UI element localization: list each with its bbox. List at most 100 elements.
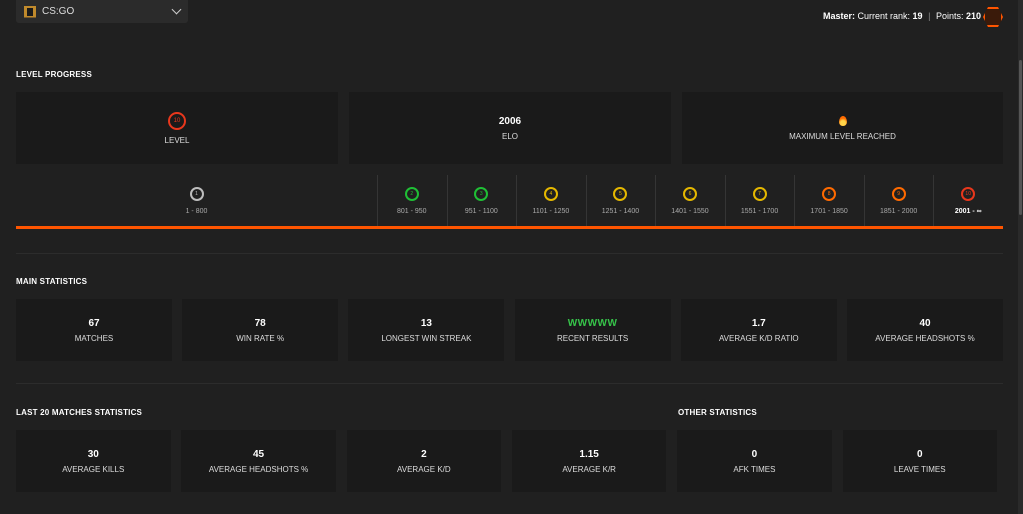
level-range-divider (933, 175, 935, 227)
stat-value: 78 (254, 317, 266, 329)
main-stat-card: 78 WIN RATE % (182, 299, 339, 361)
csgo-logo-icon (24, 5, 36, 18)
level-4-icon: 4 (543, 187, 558, 201)
stat-value: 67 (88, 317, 100, 329)
level-progress-bar (16, 226, 1003, 229)
stat-caption: AVERAGE K/R (562, 464, 616, 474)
last20-stat-card: 45 AVERAGE HEADSHOTS % (181, 430, 336, 492)
level-range-divider (863, 175, 865, 227)
level-card: 10 LEVEL (16, 92, 338, 164)
level-progress-title: LEVEL PROGRESS (16, 70, 93, 79)
level-7-icon: 7 (752, 187, 767, 201)
level-range-2: 2 801 - 950 (377, 175, 447, 227)
stat-value: 0 (916, 448, 923, 460)
level-range-divider (377, 175, 378, 227)
stat-caption: AFK TIMES (733, 464, 776, 474)
level-3-icon: 3 (474, 187, 489, 201)
stat-caption: WIN RATE % (236, 333, 285, 343)
level-range-divider (724, 175, 726, 227)
last20-stat-card: 30 AVERAGE KILLS (16, 430, 171, 492)
level-range-label: 1851 - 2000 (879, 208, 918, 215)
level-range-5: 5 1251 - 1400 (585, 175, 656, 227)
stat-value: 1.15 (579, 448, 599, 460)
other-stat-card: 0 AFK TIMES (677, 430, 832, 492)
stat-caption: AVERAGE HEADSHOTS % (208, 464, 309, 474)
elo-value: 2006 (498, 115, 522, 127)
main-stat-card: WWWWW RECENT RESULTS (514, 299, 671, 361)
divider (16, 383, 1003, 384)
level-range-label: 2001 - ∞ (954, 208, 982, 215)
scrollbar[interactable] (1018, 0, 1023, 514)
level-ranges: 1 1 - 800 2 801 - 950 3 951 - 1100 4 1101 - 125… (16, 175, 1003, 227)
level-range-divider (446, 175, 448, 227)
rank-info: Master: Current rank: 19 | Points: 210 (823, 11, 981, 21)
chevron-down-icon (171, 4, 182, 15)
main-stat-card: 13 LONGEST WIN STREAK (348, 299, 505, 361)
elo-caption: ELO (501, 131, 518, 141)
stat-value: 40 (919, 317, 931, 329)
level-2-icon: 2 (404, 187, 419, 201)
level-caption: LEVEL (164, 135, 190, 145)
stat-caption: LEAVE TIMES (893, 464, 946, 474)
rank-badge-icon (983, 7, 1003, 27)
points-text: Points: (935, 11, 964, 21)
stat-caption: LONGEST WIN STREAK (381, 333, 472, 343)
rank-text: Current rank: (857, 11, 911, 21)
level-10-icon: 10 (961, 187, 976, 201)
stat-caption: AVERAGE KILLS (62, 464, 125, 474)
level-range-label: 1251 - 1400 (601, 208, 640, 215)
stat-value: 30 (87, 448, 99, 460)
level-range-label: 1551 - 1700 (740, 208, 779, 215)
other-statistics-title: OTHER STATISTICS (678, 408, 757, 417)
level-range-label: 1 - 800 (185, 208, 208, 215)
rank-label: Master: (822, 11, 855, 21)
game-selector[interactable]: CS:GO (16, 0, 188, 23)
level-range-6: 6 1401 - 1550 (655, 175, 725, 227)
level-range-divider (516, 175, 518, 227)
stat-value: 1.7 (751, 317, 766, 329)
level-range-divider (585, 175, 587, 227)
main-stat-card: 67 MATCHES (16, 299, 172, 361)
stat-value: WWWWW (567, 317, 618, 329)
level-range-label: 1101 - 1250 (532, 208, 570, 215)
level-range-divider (655, 175, 657, 227)
level-range-divider (794, 175, 796, 227)
stat-caption: RECENT RESULTS (556, 333, 629, 343)
main-stat-card: 1.7 AVERAGE K/D RATIO (680, 299, 837, 361)
level-1-icon: 1 (189, 187, 204, 201)
level-9-icon: 9 (891, 187, 906, 201)
main-statistics-title: MAIN STATISTICS (16, 277, 88, 286)
level-range-7: 7 1551 - 1700 (724, 175, 795, 227)
max-level-caption: MAXIMUM LEVEL REACHED (789, 131, 896, 141)
level-range-1: 1 1 - 800 (16, 175, 377, 227)
level-5-icon: 5 (613, 187, 628, 201)
level-range-9: 9 1851 - 2000 (863, 175, 934, 227)
flame-icon (838, 115, 847, 126)
level-8-icon: 8 (822, 187, 837, 201)
stat-value: 0 (751, 448, 758, 460)
stat-caption: MATCHES (74, 333, 114, 343)
last20-title: LAST 20 MATCHES STATISTICS (16, 408, 143, 417)
rank-value: 19 (912, 11, 923, 21)
main-stat-card: 40 AVERAGE HEADSHOTS % (847, 299, 1003, 361)
level-range-3: 3 951 - 1100 (446, 175, 517, 227)
stat-caption: AVERAGE HEADSHOTS % (875, 333, 975, 343)
elo-card: 2006 ELO (349, 92, 671, 164)
last20-stat-card: 1.15 AVERAGE K/R (511, 430, 667, 492)
level-range-label: 951 - 1100 (464, 208, 498, 215)
rank-separator: | (928, 11, 931, 21)
level-range-8: 8 1701 - 1850 (794, 175, 864, 227)
stat-caption: AVERAGE K/D (397, 464, 451, 474)
level-range-label: 1401 - 1550 (671, 208, 709, 215)
level-range-10: 10 2001 - ∞ (933, 175, 1003, 227)
level-range-label: 1701 - 1850 (810, 208, 848, 215)
level-range-4: 4 1101 - 1250 (516, 175, 586, 227)
other-stat-card: 0 LEAVE TIMES (842, 430, 997, 492)
game-selector-label: CS:GO (42, 6, 75, 17)
divider (16, 253, 1003, 254)
scrollbar-thumb[interactable] (1019, 60, 1022, 215)
level-10-icon: 10 (168, 111, 186, 130)
stat-value: 2 (421, 448, 427, 460)
max-level-card: MAXIMUM LEVEL REACHED (682, 92, 1003, 164)
last20-stat-card: 2 AVERAGE K/D (346, 430, 502, 492)
